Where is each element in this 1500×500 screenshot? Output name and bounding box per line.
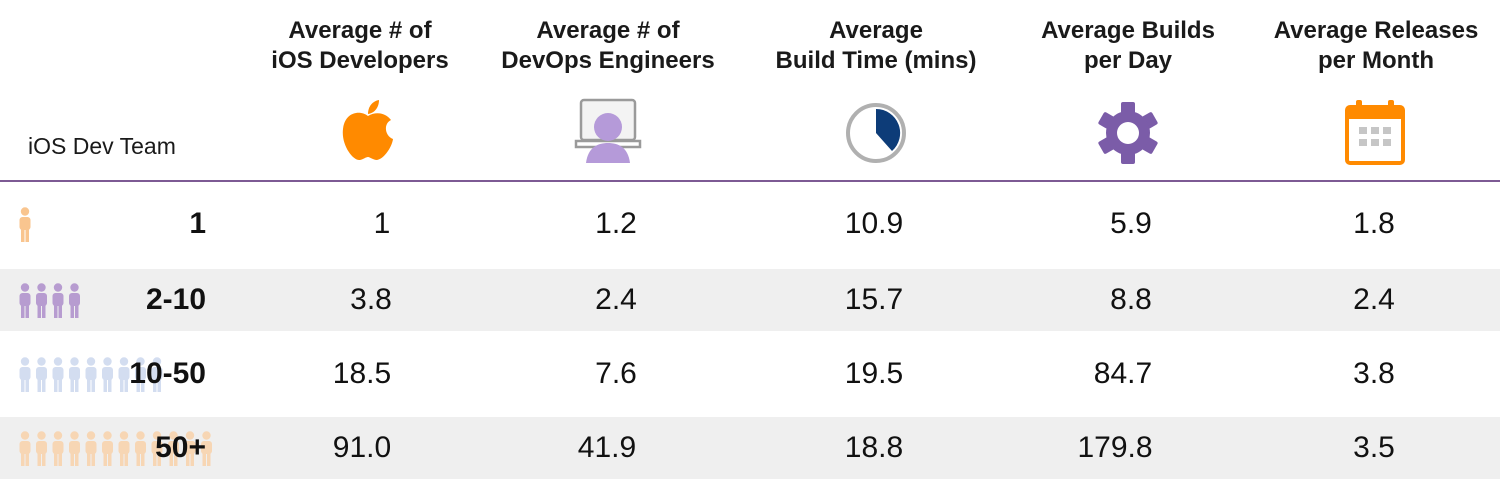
header-line: Average Releases [1273,17,1479,44]
person-icon [102,357,113,392]
header-line: Average Builds [1041,17,1215,44]
header-line: per Day [1083,47,1173,74]
team-size-label: 2-10 [145,283,206,316]
person-icon [102,431,113,466]
cell-builds-per-day: 8.8 [1110,283,1152,316]
team-size-label: 10-50 [129,357,206,390]
cell-build-time: 10.9 [844,207,904,240]
gear-icon [1098,102,1158,164]
cell-builds-per-day: 179.8 [1077,431,1153,464]
cell-releases-per-month: 3.8 [1353,357,1395,390]
people-icons [19,207,31,242]
header-line: Build Time (mins) [775,47,977,74]
person-icon [52,357,64,392]
cell-ios-developers: 18.5 [332,357,392,390]
column-header-build-time: Average Build Time (mins) [756,16,996,76]
apple-icon [342,100,393,161]
person-icon [151,431,163,466]
person-icon [168,431,179,466]
cell-releases-per-month: 1.8 [1353,207,1395,240]
person-icon [69,357,80,392]
cell-builds-per-day: 5.9 [1110,207,1152,240]
header-line: Average # of [288,17,432,44]
cell-build-time: 19.5 [844,357,904,390]
person-icon [19,207,31,242]
person-icon [85,357,97,392]
people-icons [19,283,80,318]
column-header-devops-engineers: Average # of DevOps Engineers [488,16,728,76]
column-header-ios-developers: Average # of iOS Developers [240,16,480,76]
devops-engineer-icon [574,98,642,163]
person-icon [19,283,31,318]
header-line: iOS Developers [271,47,449,74]
cell-build-time: 15.7 [844,283,904,316]
column-header-releases-per-month: Average Releases per Month [1256,16,1496,76]
header-line: Average # of [536,17,680,44]
team-size-label: 50+ [155,431,206,464]
cell-devops-engineers: 1.2 [595,207,637,240]
person-icon [201,431,212,466]
person-icon [36,431,47,466]
header-line: per Month [1318,47,1434,74]
team-column-header: iOS Dev Team [28,133,176,159]
person-icon [36,283,47,318]
person-icon [19,357,31,392]
person-icon [52,283,64,318]
clock-icon [846,103,906,163]
cell-build-time: 18.8 [844,431,904,464]
header-divider [0,180,1500,182]
table-row-team-50-plus: 50+ 91.0 41.9 18.8 179.8 3.5 [0,417,1500,479]
header-line: Average [829,17,923,44]
people-icons [19,357,163,392]
cell-builds-per-day: 84.7 [1093,357,1153,390]
header-line: DevOps Engineers [501,47,715,74]
table-row-team-2-10: 2-10 3.8 2.4 15.7 8.8 2.4 [0,269,1500,331]
cell-ios-developers: 91.0 [332,431,392,464]
person-icon [135,431,146,466]
column-header-builds-per-day: Average Builds per Day [1008,16,1248,76]
person-icon [85,431,97,466]
person-icon [52,431,64,466]
person-icon [118,431,130,466]
calendar-icon [1345,100,1405,165]
cell-releases-per-month: 3.5 [1353,431,1395,464]
cell-devops-engineers: 7.6 [595,357,637,390]
person-icon [69,431,80,466]
person-icon [19,431,31,466]
people-icons [19,431,212,466]
cell-ios-developers: 3.8 [350,283,392,316]
person-icon [151,357,163,392]
cell-devops-engineers: 41.9 [577,431,637,464]
person-icon [184,431,196,466]
person-icon [36,357,47,392]
cell-devops-engineers: 2.4 [595,283,637,316]
person-icon [135,357,146,392]
cell-ios-developers: 1 [373,207,391,240]
team-size-label: 1 [189,207,206,240]
table-row-team-10-50: 10-50 18.5 7.6 19.5 84.7 3.8 [0,343,1500,405]
cell-releases-per-month: 2.4 [1353,283,1395,316]
table-row-team-1: 1 1 1.2 10.9 5.9 1.8 [0,193,1500,255]
person-icon [118,357,130,392]
person-icon [69,283,80,318]
